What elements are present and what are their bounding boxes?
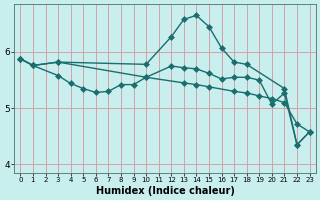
X-axis label: Humidex (Indice chaleur): Humidex (Indice chaleur): [96, 186, 234, 196]
